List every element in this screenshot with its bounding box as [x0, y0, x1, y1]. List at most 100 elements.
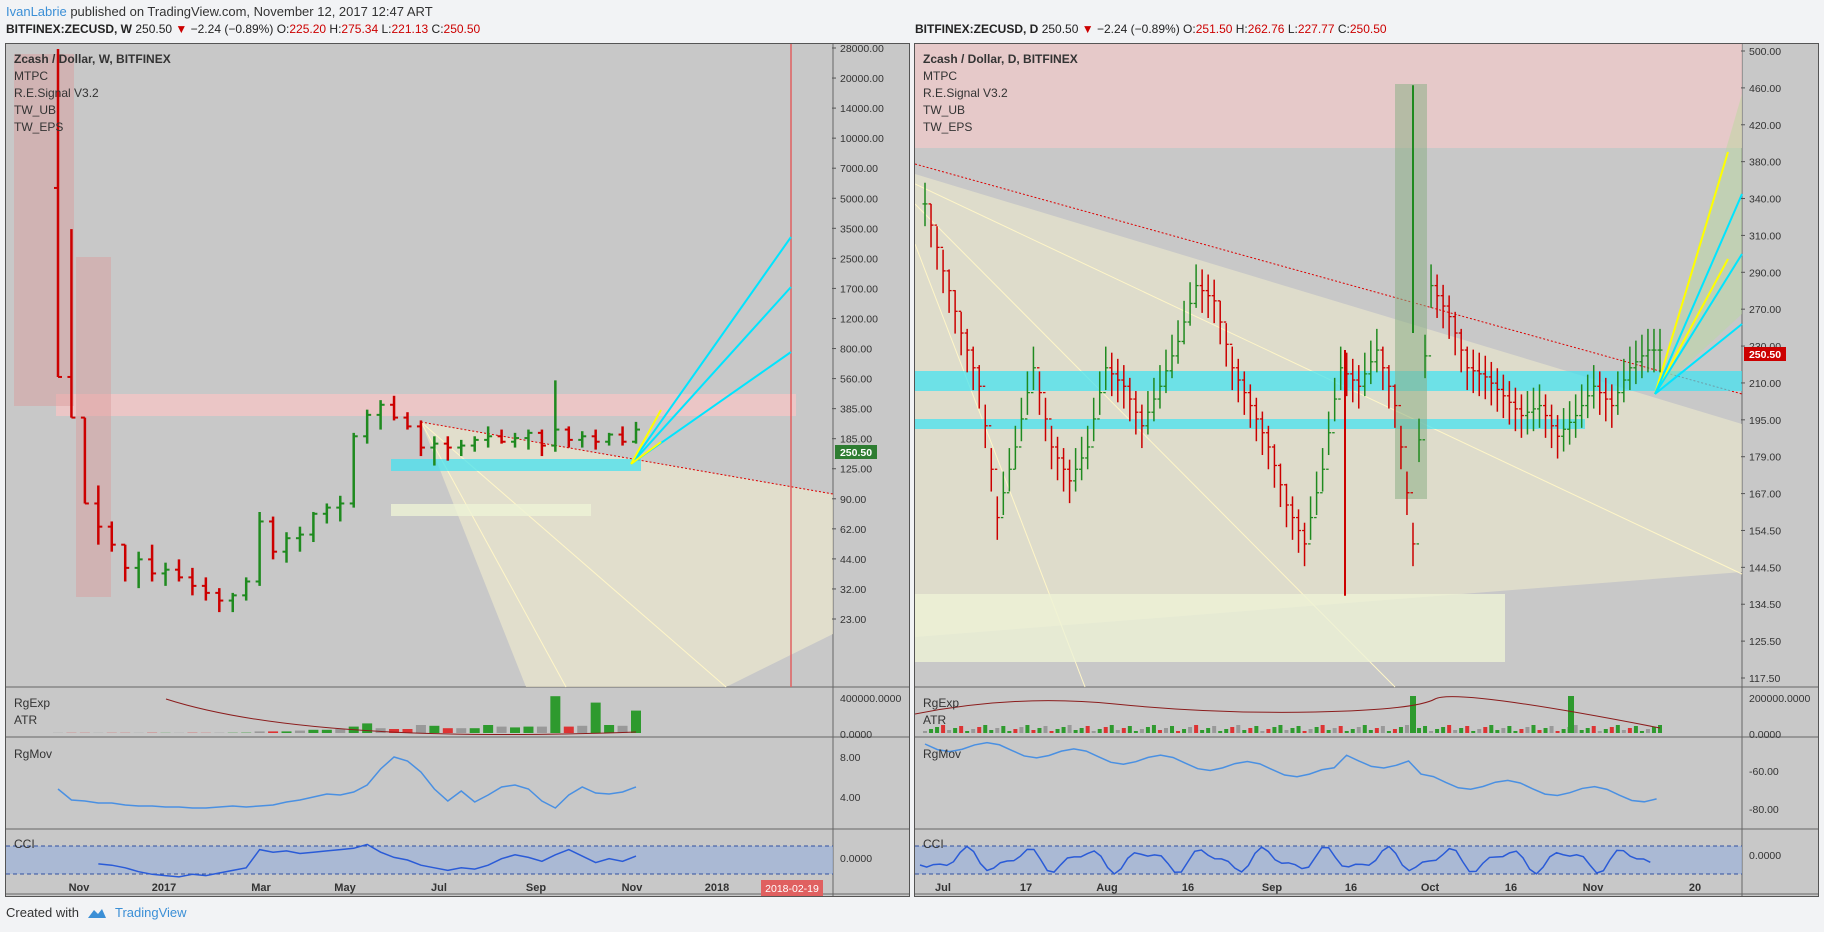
volume-bar [1326, 730, 1331, 733]
volume-bar [1157, 730, 1162, 733]
y-tick-label: 125.50 [1749, 636, 1781, 648]
volume-bar [1212, 726, 1217, 733]
study-label[interactable]: TW_UB [923, 103, 965, 117]
daily-legend: Zcash / Dollar, D, BITFINEX MTPC R.E.Sig… [923, 51, 1078, 136]
rgexp-axis: 400000.0000 0.0000 [840, 693, 901, 741]
volume-bar [989, 730, 994, 733]
demand-zone [391, 504, 591, 516]
study-label[interactable]: MTPC [14, 69, 48, 83]
price-badge [835, 445, 877, 459]
study-label[interactable]: TW_UB [14, 103, 56, 117]
volume-bar [1658, 725, 1662, 733]
weekly-chart-panel[interactable]: 28000.00 20000.00 14000.00 10000.00 7000.00 5… [5, 43, 910, 897]
tradingview-link[interactable]: TradingView [114, 905, 187, 920]
study-label[interactable]: MTPC [923, 69, 957, 83]
volume-bar [947, 730, 952, 733]
volume-bar [1218, 731, 1223, 733]
y-tick-label: 3500.00 [840, 223, 878, 235]
cyan-arrow [630, 286, 792, 465]
weekly-chart-svg[interactable]: 28000.00 20000.00 14000.00 10000.00 7000.00 5… [6, 44, 909, 896]
cci-legend[interactable]: CCI [923, 837, 944, 851]
y-tick-label: 270.00 [1749, 304, 1781, 316]
volume-bar [1633, 726, 1638, 733]
study-label[interactable]: TW_EPS [923, 120, 973, 134]
down-triangle-icon: ▼ [1081, 22, 1094, 36]
volume-bar [294, 730, 305, 733]
left-last-price: 250.50 [135, 22, 173, 36]
study-label[interactable]: RgExp [14, 696, 51, 710]
weekly-time-axis: Nov 2017 Mar May Jul Sep Nov 2018 [69, 882, 730, 894]
right-symbol-line: BITFINEX:ZECUSD, D 250.50 ▼ −2.24 (−0.89… [915, 22, 1387, 37]
daily-chart-svg[interactable]: 500.00 460.00 420.00 380.00 340.00 310.00 290.… [915, 44, 1818, 896]
cci-line [919, 845, 1651, 875]
chart-title: Zcash / Dollar, W, BITFINEX [14, 52, 171, 66]
left-low: 221.13 [391, 22, 429, 36]
left-symbol[interactable]: BITFINEX:ZECUSD, W [6, 22, 132, 36]
trend-line [420, 421, 834, 495]
volume-bar [1362, 725, 1367, 733]
volume-bar [1585, 728, 1590, 733]
volume-bar [254, 731, 265, 733]
cci-axis: 0.0000 [840, 853, 872, 865]
rgmov-legend[interactable]: RgMov [14, 747, 53, 761]
x-tick-label: 20 [1689, 882, 1701, 894]
cci-legend[interactable]: CCI [14, 837, 35, 851]
volume-bar [1133, 731, 1138, 733]
volume-bar [1121, 728, 1126, 733]
cyan-zone [915, 371, 1742, 391]
volume-bar [1495, 730, 1500, 733]
volume-bar [1429, 731, 1434, 733]
y-tick-label: 167.00 [1749, 489, 1781, 501]
volume-bar [1543, 728, 1548, 733]
rgexp-bars [923, 696, 1662, 733]
y-tick-label: 2500.00 [840, 253, 878, 265]
volume-bar [1338, 726, 1343, 733]
rgmov-axis: 8.00 4.00 [840, 752, 861, 804]
volume-bar [496, 726, 507, 733]
volume-bar [1091, 731, 1096, 733]
volume-bar [1049, 731, 1054, 733]
daily-chart-panel[interactable]: 500.00 460.00 420.00 380.00 340.00 310.00 290.… [914, 43, 1819, 897]
rgmov-legend[interactable]: RgMov [923, 747, 962, 761]
left-symbol-line: BITFINEX:ZECUSD, W 250.50 ▼ −2.24 (−0.89… [6, 22, 480, 37]
projection-arrows [630, 236, 792, 465]
left-change: −2.24 (−0.89%) [190, 22, 274, 36]
author-link[interactable]: IvanLabrie [6, 4, 67, 19]
y-tick-label: 179.00 [1749, 452, 1781, 464]
volume-bar [590, 702, 601, 733]
volume-bar [456, 728, 467, 733]
study-label[interactable]: RgExp [923, 696, 960, 710]
y-tick-label: 400000.0000 [840, 693, 901, 705]
x-tick-label: Jul [431, 882, 447, 894]
trend-line [915, 163, 1743, 395]
volume-bar [1170, 726, 1175, 733]
volume-bar [1266, 729, 1271, 733]
y-tick-label: 380.00 [1749, 157, 1781, 169]
study-label[interactable]: ATR [14, 713, 38, 727]
volume-bar [1188, 727, 1193, 733]
study-label[interactable]: R.E.Signal V3.2 [14, 86, 99, 100]
volume-bar [1037, 728, 1042, 733]
left-high: 275.34 [341, 22, 379, 36]
volume-bar [983, 725, 988, 733]
volume-bar [1290, 728, 1295, 733]
study-label[interactable]: ATR [923, 713, 947, 727]
right-high-label: H: [1235, 22, 1248, 36]
y-tick-label: 20000.00 [840, 73, 884, 85]
study-label[interactable]: R.E.Signal V3.2 [923, 86, 1008, 100]
volume-bar [1549, 726, 1554, 733]
volume-bar [941, 725, 946, 733]
y-tick-label: -60.00 [1749, 766, 1779, 778]
volume-bar [1176, 731, 1181, 733]
y-tick-label: -80.00 [1749, 804, 1779, 816]
study-label[interactable]: TW_EPS [14, 120, 64, 134]
volume-bar [281, 731, 292, 733]
x-tick-label: 2017 [152, 882, 176, 894]
y-tick-label: 14000.00 [840, 103, 884, 115]
rgmov-axis: -60.00 -80.00 [1749, 766, 1779, 816]
volume-bar [469, 728, 480, 733]
publish-text: published on TradingView.com, November 1… [66, 4, 433, 19]
volume-bar [1127, 726, 1132, 733]
right-symbol[interactable]: BITFINEX:ZECUSD, D [915, 22, 1039, 36]
atr-line [165, 698, 637, 736]
